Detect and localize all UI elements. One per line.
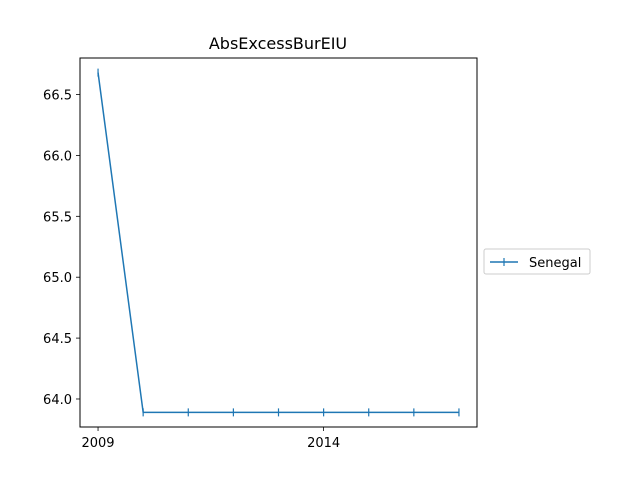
legend: Senegal (483, 248, 591, 275)
axes: 2009 2014 64.0 64.5 65.0 65.5 66.0 66.5 (43, 57, 478, 451)
y-tick-label: 66.0 (43, 149, 72, 164)
y-tick-label: 65.5 (43, 210, 72, 225)
x-tick-label: 2009 (81, 436, 114, 451)
y-tick-label: 66.5 (43, 89, 72, 104)
legend-label: Senegal (529, 256, 581, 271)
y-tick-label: 65.0 (43, 271, 72, 286)
y-tick-label: 64.0 (43, 393, 72, 408)
legend-box (483, 248, 591, 275)
y-tick-label: 64.5 (43, 332, 72, 347)
plot-area (97, 68, 460, 417)
series-line-senegal (97, 72, 459, 414)
chart-title: AbsExcessBurEIU (209, 34, 347, 53)
axes-frame (79, 57, 478, 428)
x-tick-label: 2014 (307, 436, 340, 451)
